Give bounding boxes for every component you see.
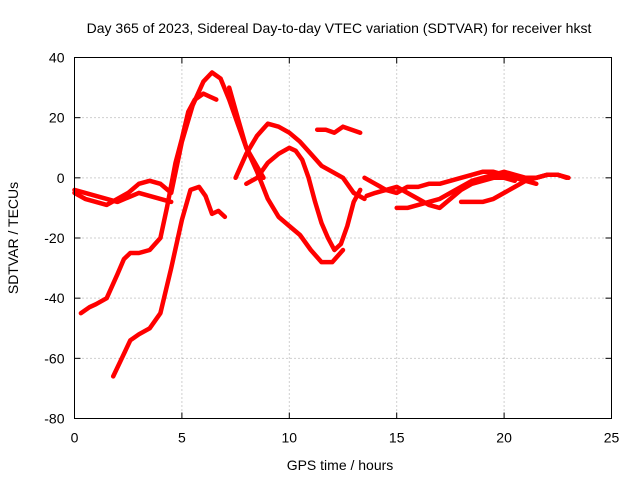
series-line-arc-12 bbox=[458, 172, 571, 205]
series-layer bbox=[72, 70, 571, 379]
x-axis-label: GPS time / hours bbox=[287, 457, 394, 473]
series-line-arc-3 bbox=[110, 184, 228, 379]
y-tick-label: -60 bbox=[44, 350, 64, 366]
series-line-arc-7 bbox=[314, 124, 363, 135]
x-tick-label: 0 bbox=[71, 430, 79, 446]
x-tick-label: 25 bbox=[604, 430, 620, 446]
y-tick-label: 20 bbox=[49, 110, 65, 126]
series-line-arc-5 bbox=[233, 121, 367, 202]
y-tick-label: -40 bbox=[44, 290, 64, 306]
x-tick-label: 5 bbox=[178, 430, 186, 446]
series-line-arc-8 bbox=[72, 187, 174, 205]
y-axis-label: SDTVAR / TECUs bbox=[5, 182, 21, 294]
y-tick-label: -20 bbox=[44, 230, 64, 246]
series-line-arc-2 bbox=[78, 91, 219, 316]
x-tick-label: 20 bbox=[496, 430, 512, 446]
y-tick-label: -80 bbox=[44, 411, 64, 427]
x-tick-label: 15 bbox=[389, 430, 405, 446]
chart-title: Day 365 of 2023, Sidereal Day-to-day VTE… bbox=[87, 20, 592, 36]
tick-layer: 0 5 10 15 20 25 40 20 0 -20 -40 -60 -80 bbox=[44, 50, 619, 446]
series-line-arc-6 bbox=[244, 145, 363, 253]
y-tick-label: 0 bbox=[57, 170, 65, 186]
series-line-arc-10 bbox=[364, 175, 518, 211]
series-line-arc-9 bbox=[362, 169, 539, 196]
y-tick-label: 40 bbox=[49, 50, 65, 66]
series-line-arc-4 bbox=[226, 85, 346, 265]
x-tick-label: 10 bbox=[282, 430, 298, 446]
